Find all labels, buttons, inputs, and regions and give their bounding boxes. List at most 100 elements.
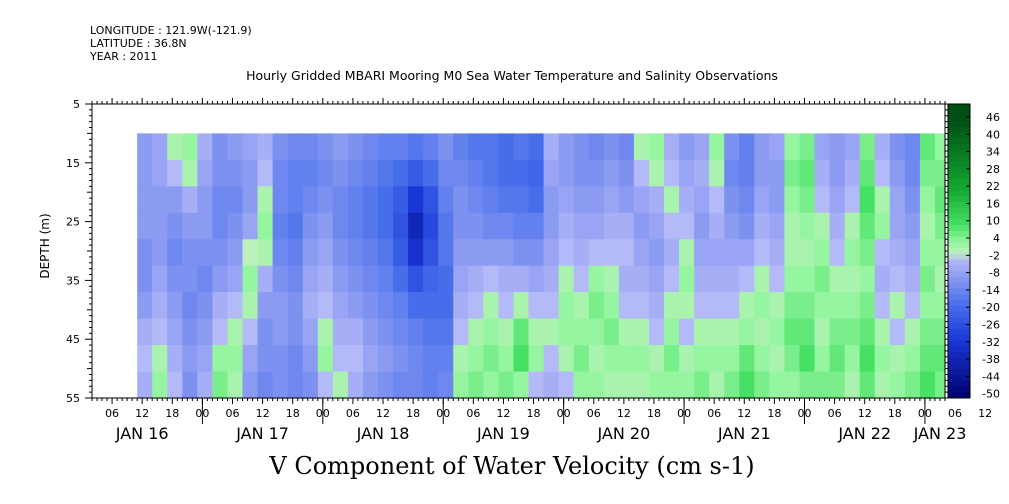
heatmap-cell [814,318,831,346]
heatmap-cell [558,159,575,187]
heatmap-cell [709,212,725,240]
heatmap-cell [137,186,153,214]
heatmap-cell [694,318,710,346]
heatmap-cell [558,212,575,240]
x-tick-label: 12 [737,407,751,420]
heatmap-cell [814,371,831,399]
heatmap-cell [242,318,259,346]
heatmap-cell [483,345,500,373]
x-tick-label: 18 [527,407,541,420]
heatmap-cell [573,318,590,346]
heatmap-cell [498,133,515,161]
heatmap-cell [543,186,560,214]
heatmap-cell [588,318,605,346]
heatmap-cell [197,159,214,187]
colorbar-stripe [948,230,970,237]
heatmap-cell [317,186,334,214]
day-label: JAN 22 [837,424,891,443]
heatmap-cell [844,212,861,240]
heatmap-cell [679,133,695,161]
heatmap-cell [182,159,198,187]
heatmap-cell [227,186,244,214]
heatmap-cell [618,212,635,240]
heatmap-cell [648,292,665,320]
heatmap-cell [784,133,801,161]
heatmap-cell [874,212,891,240]
heatmap-cell [799,292,816,320]
heatmap-cell [332,186,349,214]
colorbar-label: 40 [986,128,1000,141]
heatmap-cell [393,159,409,187]
heatmap-cell [438,292,454,320]
heatmap-cell [769,345,786,373]
heatmap-cell [844,133,861,161]
variable-title: V Component of Water Velocity (cm s-1) [269,452,755,480]
heatmap-cell [167,239,183,267]
heatmap-cell [934,186,946,214]
colorbar-stripe [948,173,970,180]
heatmap-cell [498,345,515,373]
heatmap-cell [784,239,801,267]
heatmap-cell [859,265,876,293]
heatmap-cell [378,133,394,161]
heatmap-cell [317,239,334,267]
colorbar-stripe [948,184,970,191]
colorbar-stripe [948,219,970,226]
heatmap-cell [919,239,936,267]
y-tick-label: 25 [66,216,80,229]
heatmap-cell [423,318,439,346]
heatmap-cell [573,239,590,267]
colorbar-label: -2 [989,249,1000,262]
heatmap-cell [287,292,304,320]
heatmap-cell [889,239,906,267]
heatmap-cell [769,265,786,293]
heatmap-cell [378,318,394,346]
heatmap-cell [889,159,906,187]
heatmap-cell [287,371,304,399]
heatmap-cell [182,371,198,399]
heatmap-cell [347,212,364,240]
colorbar-stripe [948,190,970,197]
heatmap-cell [664,239,680,267]
heatmap-cell [588,239,605,267]
heatmap-cell [694,345,710,373]
heatmap-cell [724,292,740,320]
heatmap-cell [603,371,620,399]
heatmap-cell [302,292,319,320]
heatmap-cell [362,159,379,187]
heatmap-cell [137,133,153,161]
heatmap-cell [227,159,244,187]
heatmap-cell [784,159,801,187]
heatmap-cell [633,133,650,161]
heatmap-cell [844,292,861,320]
heatmap-cell [679,265,695,293]
heatmap-cell [799,186,816,214]
heatmap-cell [453,212,469,240]
y-tick-label: 55 [66,392,80,405]
heatmap-cell [648,265,665,293]
heatmap-cell [754,371,770,399]
heatmap-cell [618,292,635,320]
heatmap-cell [287,159,304,187]
heatmap-cell [844,239,861,267]
heatmap-cell [799,133,816,161]
heatmap-cell [152,239,168,267]
heatmap-cell [257,292,274,320]
heatmap-cell [362,318,379,346]
heatmap-cell [362,186,379,214]
colorbar-label: 10 [986,215,1000,228]
heatmap-cell [648,371,665,399]
heatmap-cell [889,186,906,214]
x-tick-label: 12 [256,407,270,420]
heatmap-cell [709,318,725,346]
heatmap-cell [302,371,319,399]
heatmap-cell [272,239,289,267]
colorbar-label: -14 [982,284,1000,297]
heatmap-cell [242,186,259,214]
heatmap-cell [844,345,861,373]
heatmap-cell [347,133,364,161]
heatmap-cell [558,133,575,161]
colorbar-stripe [948,276,970,284]
heatmap-cell [679,186,695,214]
heatmap-cell [603,239,620,267]
